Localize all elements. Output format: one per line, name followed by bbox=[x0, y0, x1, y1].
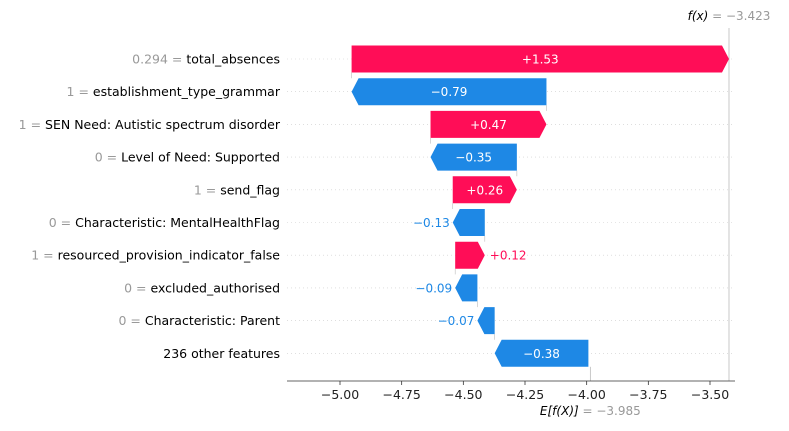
feature-value: 1 = bbox=[67, 84, 93, 99]
feature-name: send_flag bbox=[220, 182, 280, 197]
feature-name: establishment_type_grammar bbox=[93, 84, 281, 99]
bar-negative bbox=[430, 143, 517, 171]
feature-value: 1 = bbox=[194, 182, 220, 197]
feature-value: 0 = bbox=[118, 313, 144, 328]
feature-value: 0 = bbox=[49, 215, 75, 230]
bar-positive bbox=[452, 176, 517, 204]
feature-value: 0 = bbox=[124, 280, 150, 295]
bar-positive bbox=[351, 45, 729, 73]
feature-label: 1 = establishment_type_grammar bbox=[67, 84, 281, 99]
feature-label: 236 other features bbox=[163, 346, 280, 361]
bar-value-label: −0.35 bbox=[455, 151, 492, 165]
feature-name: Characteristic: MentalHealthFlag bbox=[75, 215, 280, 230]
feature-value: 0 = bbox=[95, 150, 121, 165]
feature-label: 0 = excluded_authorised bbox=[124, 280, 280, 295]
base-value-annotation: E[f(X)] = −3.985 bbox=[540, 404, 641, 418]
bar-value-label: −0.38 bbox=[523, 347, 560, 361]
bar-negative bbox=[494, 339, 589, 367]
bar-value-label: +1.53 bbox=[522, 53, 559, 67]
feature-label: 0.294 = total_absences bbox=[132, 52, 280, 67]
feature-label: 1 = send_flag bbox=[194, 182, 280, 197]
bar-positive bbox=[430, 110, 547, 138]
output-value-annotation: f(x) = −3.423 bbox=[688, 9, 771, 23]
bar-value-label: +0.12 bbox=[490, 249, 527, 263]
feature-label: 1 = SEN Need: Autistic spectrum disorder bbox=[19, 117, 281, 132]
bar-positive bbox=[455, 241, 485, 269]
bar-negative bbox=[452, 209, 485, 236]
feature-name: SEN Need: Autistic spectrum disorder bbox=[45, 117, 281, 132]
x-tick-label: −4.75 bbox=[383, 387, 421, 402]
feature-name: excluded_authorised bbox=[150, 280, 280, 295]
feature-label: 1 = resourced_provision_indicator_false bbox=[31, 248, 280, 263]
bar-value-label: −0.13 bbox=[413, 216, 450, 230]
output-value-number: = −3.423 bbox=[708, 9, 770, 23]
bar-value-label: +0.47 bbox=[470, 118, 507, 132]
feature-name: resourced_provision_indicator_false bbox=[58, 248, 281, 263]
bar-value-label: −0.09 bbox=[415, 281, 452, 295]
feature-label: 0 = Level of Need: Supported bbox=[95, 150, 280, 165]
bar-value-label: −0.79 bbox=[431, 85, 468, 99]
x-tick-label: −5.00 bbox=[321, 387, 359, 402]
x-tick-label: −4.50 bbox=[444, 387, 482, 402]
feature-value: 1 = bbox=[19, 117, 45, 132]
x-tick-label: −4.00 bbox=[568, 387, 606, 402]
feature-value: 1 = bbox=[31, 248, 57, 263]
feature-name: total_absences bbox=[186, 52, 280, 67]
feature-value: 0.294 = bbox=[132, 52, 186, 67]
output-value-label: f(x) bbox=[688, 9, 709, 23]
base-value-label: E[f(X)] bbox=[540, 404, 579, 418]
bar-negative bbox=[455, 274, 478, 302]
bar-value-label: +0.26 bbox=[466, 183, 503, 197]
feature-label: 0 = Characteristic: MentalHealthFlag bbox=[49, 215, 280, 230]
feature-name: Level of Need: Supported bbox=[121, 150, 280, 165]
feature-label: 0 = Characteristic: Parent bbox=[118, 313, 280, 328]
bar-negative bbox=[351, 78, 547, 106]
feature-name: 236 other features bbox=[163, 346, 280, 361]
x-tick-label: −3.50 bbox=[691, 387, 729, 402]
x-tick-label: −3.75 bbox=[629, 387, 667, 402]
bar-negative bbox=[477, 307, 495, 335]
x-tick-label: −4.25 bbox=[506, 387, 544, 402]
base-value-number: = −3.985 bbox=[579, 404, 641, 418]
feature-name: Characteristic: Parent bbox=[145, 313, 280, 328]
bar-value-label: −0.07 bbox=[438, 314, 475, 328]
